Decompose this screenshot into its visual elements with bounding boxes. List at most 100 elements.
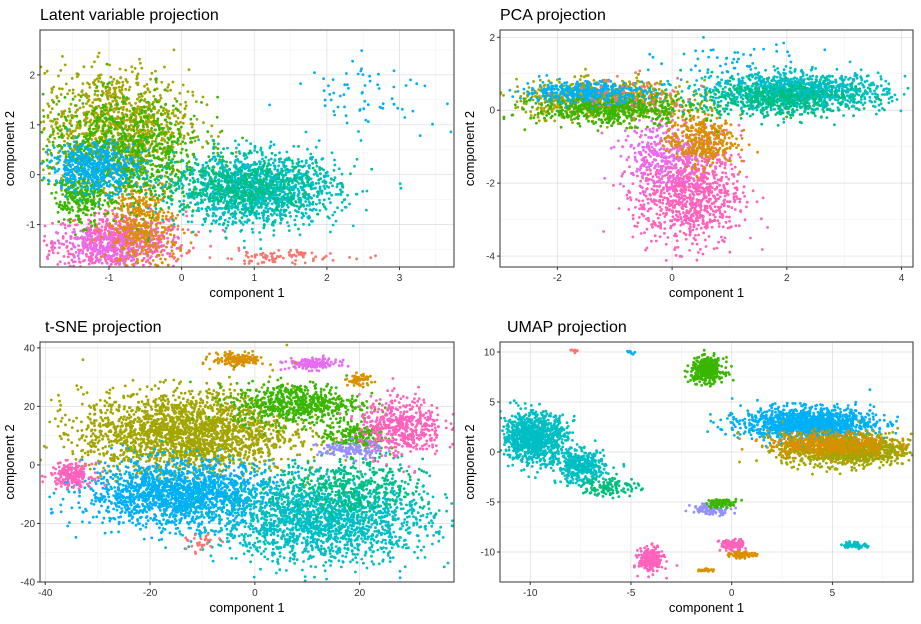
data-point bbox=[166, 263, 170, 267]
data-point bbox=[133, 110, 137, 114]
data-point bbox=[64, 155, 68, 159]
data-point bbox=[105, 238, 109, 241]
data-point bbox=[107, 232, 111, 236]
data-point bbox=[137, 231, 141, 235]
data-point bbox=[152, 237, 156, 241]
data-point bbox=[123, 142, 126, 146]
data-point bbox=[180, 254, 184, 258]
data-point bbox=[131, 169, 134, 172]
data-point bbox=[103, 142, 107, 146]
data-point bbox=[119, 225, 123, 229]
data-point bbox=[42, 176, 46, 180]
data-point bbox=[105, 92, 109, 95]
data-point bbox=[69, 180, 72, 184]
data-point bbox=[123, 234, 127, 238]
data-point bbox=[77, 93, 80, 97]
data-point bbox=[95, 175, 98, 179]
data-point bbox=[118, 67, 122, 71]
data-point bbox=[101, 220, 105, 224]
data-point bbox=[108, 88, 112, 91]
data-point bbox=[166, 112, 170, 116]
data-point bbox=[63, 139, 66, 143]
data-point bbox=[116, 230, 119, 233]
data-point bbox=[122, 220, 126, 224]
data-point bbox=[140, 94, 144, 98]
data-point bbox=[66, 224, 70, 228]
data-point bbox=[90, 207, 94, 210]
data-point bbox=[42, 128, 46, 131]
data-point bbox=[129, 116, 133, 120]
data-point bbox=[76, 254, 80, 258]
data-point bbox=[42, 239, 46, 243]
data-point bbox=[308, 202, 312, 206]
data-point bbox=[89, 247, 93, 251]
data-point bbox=[189, 140, 193, 144]
data-point bbox=[148, 187, 152, 191]
data-point bbox=[336, 206, 339, 210]
data-point bbox=[112, 250, 116, 254]
data-point bbox=[89, 177, 93, 180]
data-point bbox=[99, 177, 103, 181]
data-point bbox=[166, 125, 170, 129]
data-point bbox=[146, 117, 150, 120]
data-point bbox=[336, 182, 339, 186]
data-point bbox=[128, 217, 132, 221]
data-point bbox=[162, 235, 166, 238]
data-point bbox=[132, 149, 136, 153]
data-point bbox=[156, 250, 159, 253]
data-point bbox=[99, 207, 102, 211]
data-point bbox=[84, 188, 87, 192]
data-point bbox=[130, 248, 134, 252]
data-point bbox=[243, 246, 246, 250]
data-point bbox=[111, 80, 114, 84]
data-point bbox=[149, 223, 153, 226]
data-point bbox=[110, 115, 114, 119]
data-point bbox=[120, 192, 124, 196]
data-point bbox=[94, 150, 97, 153]
data-point bbox=[127, 183, 131, 187]
data-point bbox=[261, 153, 264, 157]
data-point bbox=[220, 129, 224, 133]
data-point bbox=[100, 225, 104, 229]
data-point bbox=[130, 148, 133, 152]
data-point bbox=[60, 110, 64, 113]
data-point bbox=[197, 138, 201, 142]
data-point bbox=[79, 158, 83, 162]
data-point bbox=[77, 251, 81, 255]
data-point bbox=[154, 69, 157, 73]
data-point bbox=[79, 229, 83, 233]
data-point bbox=[68, 264, 72, 267]
data-point bbox=[108, 194, 112, 198]
data-point bbox=[318, 209, 322, 212]
data-point bbox=[93, 146, 97, 149]
data-point bbox=[161, 214, 165, 218]
data-point bbox=[205, 103, 209, 107]
data-point bbox=[93, 242, 97, 245]
data-point bbox=[82, 166, 86, 170]
data-point bbox=[85, 134, 89, 138]
data-point bbox=[348, 202, 351, 206]
data-point bbox=[214, 175, 218, 179]
data-point bbox=[268, 146, 272, 150]
data-point bbox=[113, 259, 117, 263]
data-point bbox=[111, 164, 115, 168]
data-point bbox=[151, 212, 155, 216]
data-point bbox=[169, 233, 172, 237]
data-point bbox=[178, 110, 182, 114]
data-point bbox=[65, 180, 68, 183]
data-point bbox=[212, 202, 216, 206]
data-point bbox=[326, 174, 330, 178]
data-point bbox=[86, 147, 90, 150]
data-point bbox=[121, 237, 125, 241]
data-point bbox=[172, 252, 175, 256]
data-point bbox=[66, 136, 70, 140]
data-point bbox=[112, 77, 116, 81]
data-point bbox=[96, 229, 100, 233]
data-point bbox=[114, 92, 117, 96]
data-point bbox=[111, 148, 115, 151]
data-point bbox=[216, 147, 220, 151]
data-point bbox=[97, 51, 101, 55]
data-point bbox=[217, 135, 220, 138]
data-point bbox=[139, 115, 143, 119]
data-point bbox=[116, 103, 119, 106]
